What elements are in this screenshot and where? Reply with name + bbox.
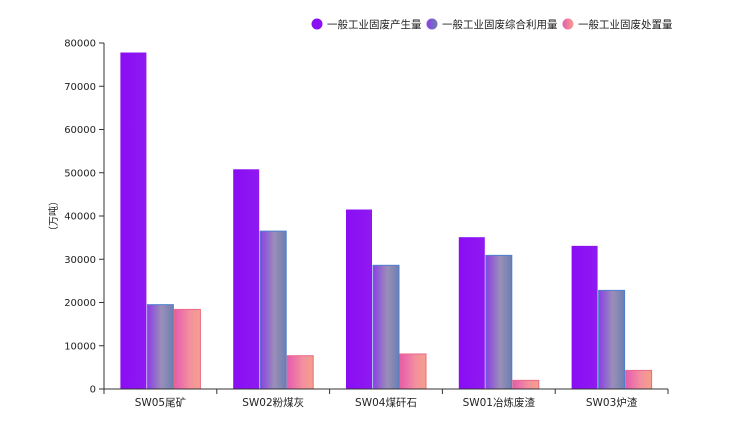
- y-tick-label: 60000: [64, 125, 96, 136]
- y-tick-label: 10000: [64, 341, 96, 352]
- y-tick-label: 40000: [64, 212, 96, 223]
- y-tick-label: 80000: [64, 39, 96, 50]
- bar-disposal: [173, 308, 201, 390]
- x-tick-label: SW01冶炼废渣: [463, 396, 536, 409]
- bar-utilization: [598, 289, 626, 390]
- legend-label: 一般工业固废产生量: [327, 18, 422, 31]
- legend-item: 一般工业固废综合利用量: [426, 18, 558, 31]
- y-tick-label: 50000: [64, 168, 96, 179]
- x-axis: SW05尾矿 SW02粉煤灰 SW04煤矸石 SW01冶炼废渣 SW03炉渣: [103, 388, 669, 409]
- bar-disposal: [512, 379, 540, 390]
- bar-disposal: [625, 369, 653, 390]
- bar-production: [233, 169, 260, 389]
- y-axis-label: （万吨）: [47, 196, 60, 236]
- x-tick-label: SW05尾矿: [135, 396, 186, 409]
- x-tick-label: SW03炉渣: [586, 396, 638, 409]
- y-tick-label: 70000: [64, 82, 96, 93]
- bars: [120, 52, 653, 390]
- bar-production: [571, 245, 598, 389]
- legend-marker: [426, 18, 438, 30]
- legend-item: 一般工业固废处置量: [562, 18, 673, 31]
- legend-marker: [311, 18, 323, 30]
- bar-disposal: [286, 355, 314, 390]
- legend-item: 一般工业固废产生量: [311, 18, 422, 31]
- legend-label: 一般工业固废处置量: [578, 18, 673, 31]
- bar-utilization: [146, 304, 174, 390]
- y-axis: 0 10000 20000 30000 40000 50000 60000 70000 8000…: [64, 39, 105, 396]
- x-tick-label: SW04煤矸石: [355, 396, 417, 409]
- bar-production: [120, 52, 147, 389]
- y-tick-label: 0: [90, 385, 96, 396]
- bar-utilization: [259, 230, 287, 390]
- bar-disposal: [399, 353, 427, 390]
- bar-utilization: [485, 254, 513, 390]
- x-tick-label: SW02粉煤灰: [242, 396, 304, 409]
- legend-label: 一般工业固废综合利用量: [442, 18, 558, 31]
- bar-production: [346, 209, 372, 389]
- legend-marker: [562, 18, 574, 30]
- y-tick-label: 30000: [64, 255, 96, 266]
- bar-production: [458, 237, 485, 389]
- y-tick-label: 20000: [64, 298, 96, 309]
- legend: 一般工业固废产生量 一般工业固废综合利用量 一般工业固废处置量: [311, 18, 673, 31]
- bar-utilization: [372, 264, 400, 390]
